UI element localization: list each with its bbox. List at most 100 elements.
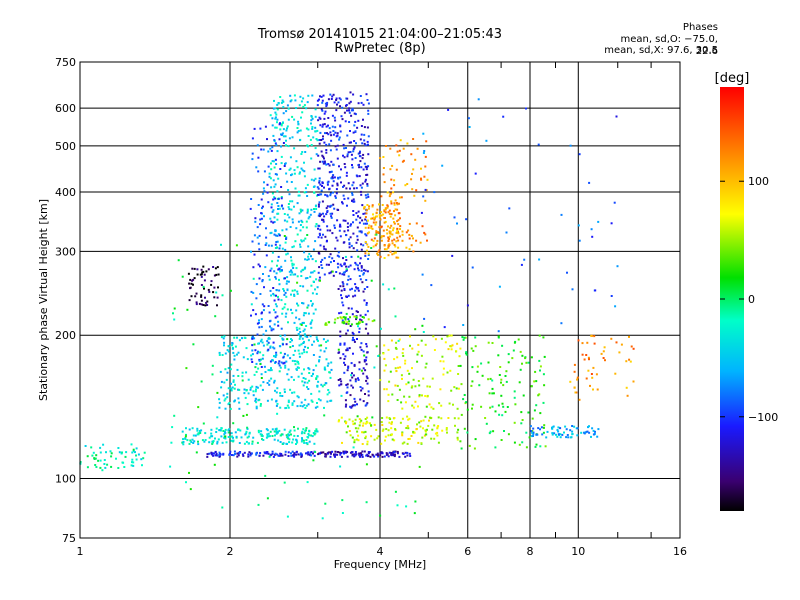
data-point [314, 406, 317, 409]
data-point [311, 304, 314, 307]
data-point [570, 436, 573, 439]
data-point [310, 144, 313, 146]
data-point [191, 267, 194, 270]
data-point [323, 368, 326, 371]
data-point [307, 388, 310, 390]
data-point [273, 379, 276, 382]
data-point [389, 230, 392, 233]
data-point [354, 157, 357, 159]
data-point [590, 435, 592, 438]
data-point [543, 424, 546, 427]
data-point [207, 268, 210, 271]
data-point [319, 349, 322, 352]
data-point [295, 451, 298, 454]
data-point [317, 214, 320, 217]
data-point [285, 144, 287, 147]
data-point [364, 180, 367, 183]
data-point [296, 395, 299, 398]
data-point [185, 433, 187, 436]
data-point [366, 310, 369, 313]
data-point [326, 132, 328, 135]
data-point [361, 453, 364, 456]
data-point [283, 213, 286, 215]
data-point [383, 221, 386, 224]
data-point [214, 450, 217, 453]
data-point [309, 275, 312, 278]
data-point [285, 110, 288, 113]
data-point [388, 212, 391, 215]
data-point [291, 339, 293, 342]
data-point [318, 359, 321, 362]
data-point [352, 295, 355, 298]
data-point [199, 432, 202, 434]
data-point [286, 280, 289, 283]
data-point [255, 283, 258, 286]
data-point [382, 167, 385, 169]
data-point [498, 374, 501, 376]
data-point [357, 378, 360, 381]
data-point [292, 354, 295, 356]
data-point [286, 404, 289, 407]
data-point [306, 234, 309, 236]
data-point [398, 455, 401, 458]
data-point [357, 267, 359, 270]
data-point [208, 452, 211, 455]
data-point [420, 420, 423, 423]
data-point [243, 388, 246, 391]
data-point [280, 265, 283, 268]
data-point [339, 343, 342, 346]
data-point [267, 432, 270, 435]
data-point [358, 452, 361, 455]
data-point [310, 300, 312, 302]
data-point [387, 288, 390, 291]
data-point [513, 390, 516, 393]
data-point [281, 132, 284, 135]
data-point [279, 392, 282, 394]
data-point [365, 174, 368, 176]
data-point [266, 399, 269, 402]
data-point [408, 452, 411, 455]
data-point [348, 242, 351, 245]
data-point [251, 240, 254, 243]
data-point [282, 362, 285, 365]
data-point [291, 402, 294, 405]
data-point [268, 172, 271, 175]
data-point [355, 187, 358, 190]
data-point [306, 101, 309, 104]
data-point [306, 210, 309, 212]
data-point [395, 370, 398, 372]
data-point [632, 380, 635, 383]
data-point [266, 340, 269, 343]
data-point [356, 338, 358, 340]
data-point [344, 120, 347, 123]
data-point [339, 335, 342, 338]
data-point [342, 353, 345, 356]
data-point [356, 238, 359, 241]
data-point [259, 433, 262, 436]
data-point [377, 455, 380, 458]
data-point [282, 288, 285, 290]
data-point [301, 352, 304, 355]
data-point [349, 316, 351, 319]
data-point [299, 208, 302, 211]
data-point [339, 124, 342, 127]
data-point [290, 269, 293, 272]
data-point [219, 370, 222, 373]
data-point [384, 211, 387, 214]
data-point [103, 463, 106, 465]
data-point [296, 366, 299, 369]
data-point [373, 423, 376, 426]
data-point [318, 252, 321, 255]
data-point [412, 378, 415, 381]
data-point [200, 429, 203, 432]
data-point [218, 429, 221, 432]
data-point [461, 336, 464, 339]
data-point [196, 273, 199, 276]
data-point [567, 436, 570, 439]
data-point [306, 381, 309, 384]
data-point [366, 193, 369, 196]
data-point [346, 347, 349, 350]
data-point [351, 313, 354, 316]
data-point [257, 350, 259, 353]
data-point [291, 345, 294, 347]
